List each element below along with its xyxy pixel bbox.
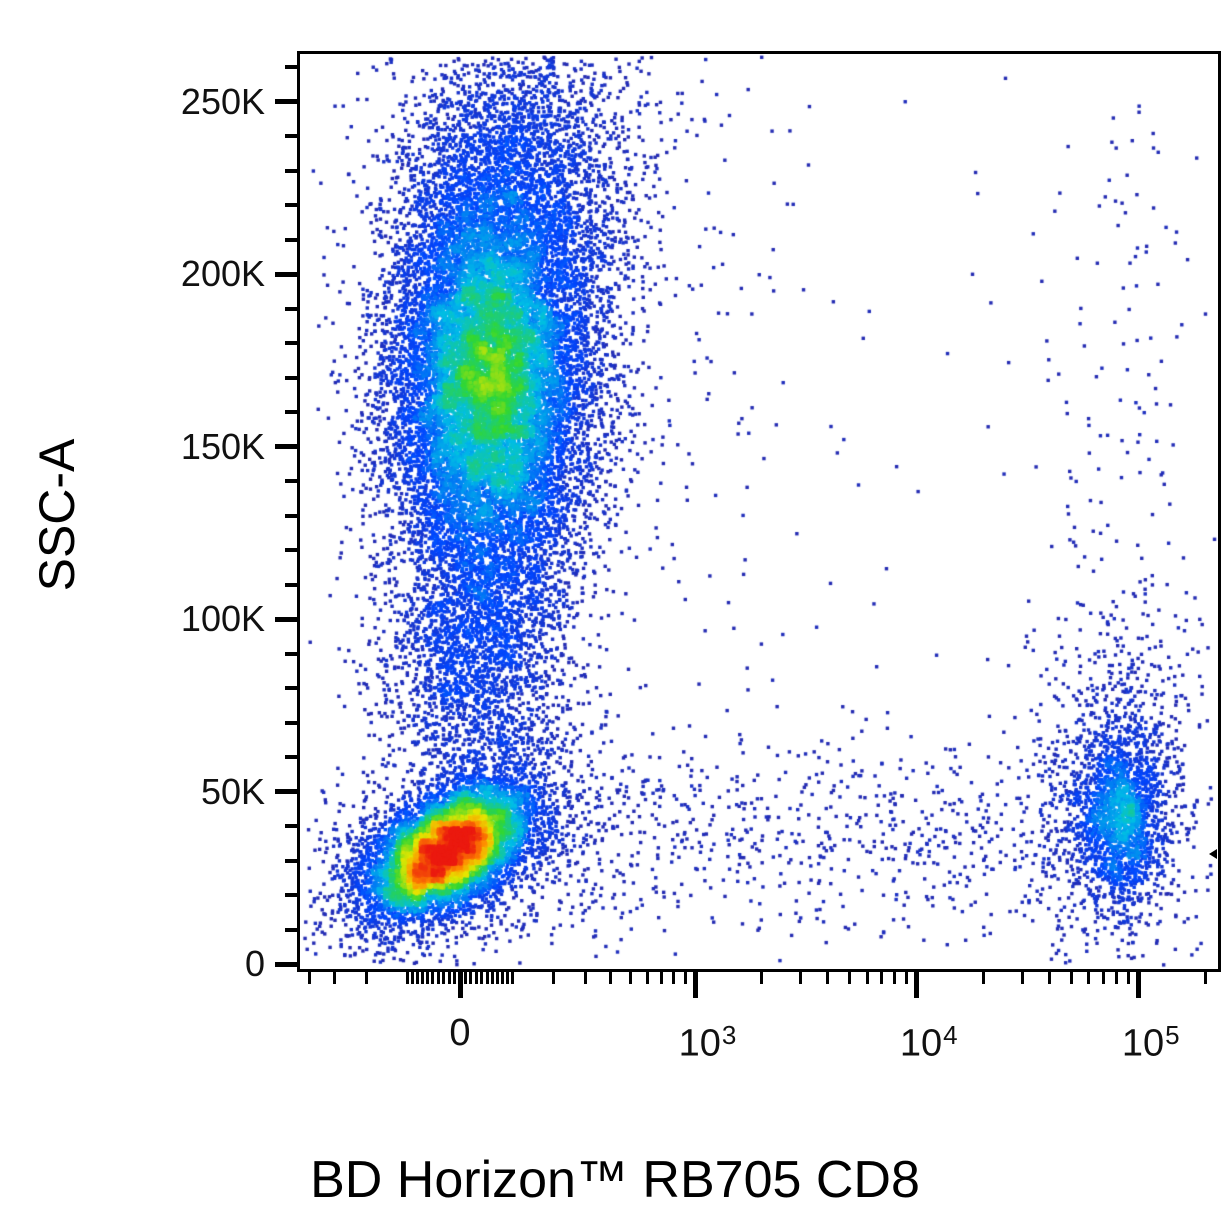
x-minor-tick (893, 971, 897, 984)
y-minor-tick (285, 548, 297, 552)
x-minor-tick (490, 971, 494, 984)
plot-area (297, 51, 1221, 972)
y-major-tick (275, 99, 297, 104)
x-minor-tick (584, 971, 588, 984)
x-minor-tick (453, 971, 457, 984)
x-minor-tick (406, 971, 410, 984)
y-tick-label: 150K (180, 425, 265, 467)
x-minor-tick (759, 971, 763, 984)
y-minor-tick (285, 858, 297, 863)
x-minor-tick (1048, 971, 1052, 984)
x-major-tick (913, 971, 919, 998)
x-minor-tick (469, 971, 473, 984)
x-minor-tick (1126, 971, 1130, 984)
x-minor-tick (308, 971, 312, 984)
x-minor-tick (332, 971, 336, 984)
y-minor-tick (285, 755, 297, 759)
x-major-tick (457, 971, 463, 998)
x-minor-tick (426, 971, 430, 984)
y-minor-tick (285, 168, 297, 173)
x-minor-tick (442, 971, 446, 984)
x-minor-tick (510, 971, 514, 984)
y-minor-tick (285, 893, 297, 897)
x-minor-tick (880, 971, 884, 984)
x-minor-tick (1020, 971, 1024, 984)
density-scatter-canvas (300, 54, 1218, 969)
x-minor-tick (411, 971, 415, 984)
y-tick-label: 0 (244, 943, 265, 984)
y-minor-tick (285, 513, 297, 518)
y-minor-tick (285, 479, 297, 483)
x-minor-tick (628, 971, 632, 984)
x-minor-tick (904, 971, 908, 984)
x-major-tick (692, 971, 698, 998)
x-minor-tick (447, 971, 451, 984)
y-minor-tick (285, 203, 297, 207)
x-minor-tick (495, 971, 499, 984)
y-tick-label: 100K (180, 598, 265, 639)
x-tick-label: 104 (899, 1020, 958, 1065)
y-major-tick (275, 961, 297, 967)
y-minor-tick (285, 582, 297, 587)
y-major-tick (275, 789, 297, 794)
x-minor-tick (865, 971, 869, 984)
x-minor-tick (683, 971, 687, 984)
x-minor-tick (981, 971, 985, 984)
x-tick-label: 103 (678, 1020, 737, 1065)
x-minor-tick (608, 971, 612, 984)
x-major-tick (1135, 971, 1141, 998)
x-minor-tick (421, 971, 425, 984)
x-minor-tick (645, 971, 649, 984)
x-minor-tick (552, 971, 556, 984)
x-minor-tick (1203, 971, 1207, 984)
x-minor-tick (1087, 971, 1091, 984)
y-minor-tick (285, 237, 297, 242)
x-minor-tick (485, 971, 489, 984)
x-minor-tick (474, 971, 478, 984)
x-minor-tick (416, 971, 420, 984)
y-minor-tick (285, 306, 297, 311)
y-major-tick (275, 616, 297, 622)
y-major-tick (275, 271, 297, 277)
y-minor-tick (285, 720, 297, 725)
y-minor-tick (285, 375, 297, 380)
y-minor-tick (285, 927, 297, 932)
x-minor-tick (672, 971, 676, 984)
x-minor-tick (1115, 971, 1119, 984)
x-minor-tick (798, 971, 802, 984)
y-tick-label: 50K (200, 770, 265, 812)
x-minor-tick (431, 971, 435, 984)
y-minor-tick (285, 134, 297, 138)
y-major-tick (275, 444, 297, 449)
y-minor-tick (285, 651, 297, 656)
x-minor-tick (480, 971, 484, 984)
y-tick-label: 250K (180, 80, 265, 122)
right-axis-marker-icon (1209, 848, 1217, 859)
y-minor-tick (285, 824, 297, 828)
x-tick-label: 0 (449, 1012, 471, 1054)
y-axis-title: SSC-A (29, 438, 85, 592)
x-axis-title: BD Horizon™ RB705 CD8 (310, 1151, 920, 1209)
x-minor-tick (1102, 971, 1106, 984)
x-minor-tick (1069, 971, 1073, 984)
x-minor-tick (847, 971, 851, 984)
y-minor-tick (285, 341, 297, 345)
x-minor-tick (659, 971, 663, 984)
y-minor-tick (285, 65, 297, 69)
x-minor-tick (505, 971, 509, 984)
x-minor-tick (364, 971, 368, 984)
x-minor-tick (463, 971, 467, 984)
x-tick-label: 105 (1121, 1020, 1180, 1065)
y-tick-label: 200K (180, 253, 265, 294)
y-minor-tick (285, 410, 297, 414)
y-minor-tick (285, 686, 297, 690)
x-minor-tick (436, 971, 440, 984)
x-minor-tick (500, 971, 504, 984)
x-minor-tick (826, 971, 830, 984)
